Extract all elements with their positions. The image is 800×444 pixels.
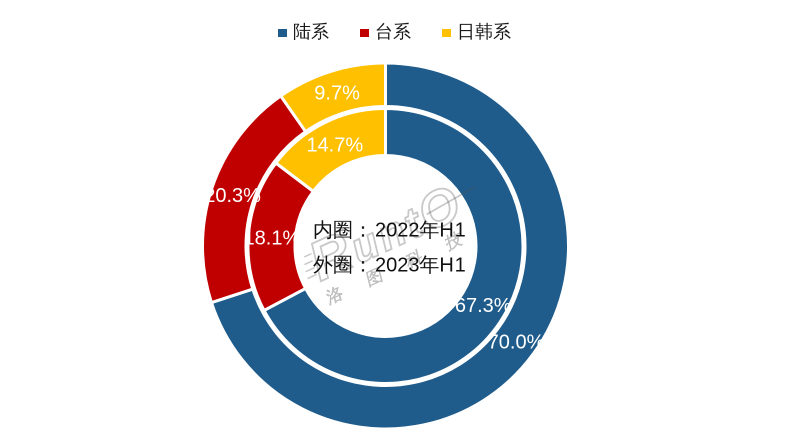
svg-text:67.3%: 67.3% [455, 295, 512, 317]
svg-text:20.3%: 20.3% [204, 185, 261, 207]
svg-text:9.7%: 9.7% [314, 83, 360, 105]
svg-text:18.1%: 18.1% [244, 227, 301, 249]
svg-text:H1: H1 [439, 220, 466, 242]
svg-text:2022: 2022 [375, 220, 420, 242]
svg-text:70.0%: 70.0% [488, 331, 545, 353]
svg-text:H1: H1 [439, 255, 466, 277]
svg-text:14.7%: 14.7% [306, 134, 363, 156]
svg-text:2023: 2023 [375, 255, 420, 277]
